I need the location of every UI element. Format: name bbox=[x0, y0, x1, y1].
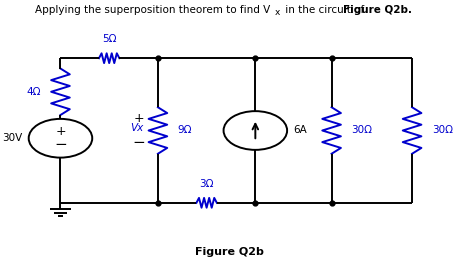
Text: Vx: Vx bbox=[130, 123, 143, 133]
Text: in the circuit of: in the circuit of bbox=[281, 5, 366, 15]
Text: Applying the superposition theorem to find V: Applying the superposition theorem to fi… bbox=[35, 5, 270, 15]
Text: 3Ω: 3Ω bbox=[199, 179, 213, 189]
Text: 5Ω: 5Ω bbox=[102, 34, 116, 44]
Text: 30V: 30V bbox=[2, 133, 22, 143]
Text: 6A: 6A bbox=[293, 126, 307, 135]
Text: +: + bbox=[55, 125, 66, 138]
Text: x: x bbox=[274, 8, 279, 17]
Text: 30Ω: 30Ω bbox=[431, 126, 452, 135]
Text: 30Ω: 30Ω bbox=[351, 126, 372, 135]
Text: Figure Q2b.: Figure Q2b. bbox=[343, 5, 412, 15]
Text: −: − bbox=[132, 135, 145, 150]
Text: +: + bbox=[133, 112, 144, 125]
Text: 4Ω: 4Ω bbox=[26, 87, 40, 97]
Text: −: − bbox=[54, 137, 67, 152]
Text: 9Ω: 9Ω bbox=[177, 126, 192, 135]
Text: Figure Q2b: Figure Q2b bbox=[195, 247, 264, 257]
